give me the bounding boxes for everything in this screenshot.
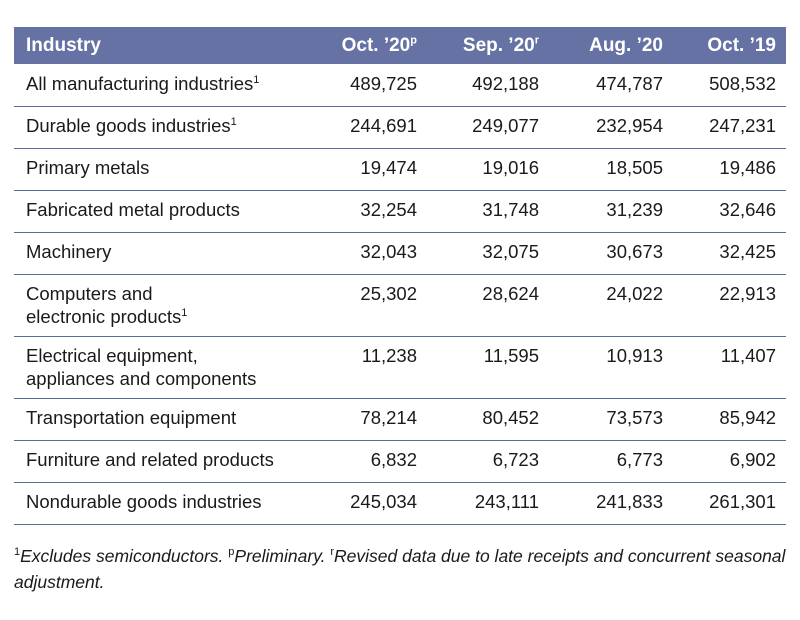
manufacturing-table: Industry Oct. ’20p Sep. ’20r Aug. ’20 Oc… [14, 27, 786, 525]
value-cell: 489,725 [319, 64, 427, 107]
value-cell: 6,832 [319, 440, 427, 483]
value-cell: 508,532 [673, 64, 786, 107]
value-cell: 30,673 [549, 232, 673, 275]
data-table-container: Industry Oct. ’20p Sep. ’20r Aug. ’20 Oc… [14, 27, 786, 525]
footnote-text: Excludes semiconductors. [20, 546, 229, 566]
header-oct-19: Oct. ’19 [673, 27, 786, 64]
header-label: Sep. ’20 [462, 34, 535, 56]
header-label: Oct. ’19 [707, 34, 776, 56]
industry-name: Electrical equipment, [26, 344, 198, 366]
footnote-sup: r [330, 546, 335, 559]
industry-cell: Durable goods industries1 [14, 106, 319, 149]
industry-cell: Electrical equipment, appliances and comp… [14, 336, 319, 399]
value-cell: 73,573 [549, 398, 673, 441]
industry-name: All manufacturing industries [26, 73, 254, 94]
value-cell: 32,254 [319, 190, 427, 233]
footnote: 1Excludes semiconductors. pPreliminary. … [14, 543, 786, 595]
value-cell: 32,043 [319, 232, 427, 275]
industry-cell: Computers and electronic products1 [14, 274, 319, 337]
footnote-marker: 1 [230, 115, 237, 128]
value-cell: 19,016 [427, 148, 549, 191]
value-cell: 11,407 [673, 336, 786, 399]
industry-name: Durable goods industries [26, 114, 231, 136]
industry-cell: Furniture and related products [14, 440, 319, 483]
table-row: Electrical equipment, appliances and comp… [14, 336, 786, 399]
value-cell: 31,748 [427, 190, 549, 233]
value-cell: 80,452 [427, 398, 549, 441]
footnote-sup: 1 [14, 546, 21, 559]
table-row: Furniture and related products 6,832 6,723… [14, 440, 786, 483]
header-sup: p [410, 34, 417, 47]
value-cell: 22,913 [673, 274, 786, 337]
value-cell: 32,075 [427, 232, 549, 275]
industry-name: Machinery [26, 240, 112, 262]
value-cell: 244,691 [319, 106, 427, 149]
value-cell: 32,425 [673, 232, 786, 275]
industry-cell: Nondurable goods industries [14, 482, 319, 525]
value-cell: 28,624 [427, 274, 549, 337]
value-cell: 19,474 [319, 148, 427, 191]
value-cell: 6,902 [673, 440, 786, 483]
table-row: Primary metals 19,474 19,016 18,505 19,486 [14, 148, 786, 191]
industry-cell: All manufacturing industries1 [14, 64, 319, 107]
header-oct-20: Oct. ’20p [319, 27, 427, 64]
value-cell: 243,111 [427, 482, 549, 525]
value-cell: 241,833 [549, 482, 673, 525]
header-aug-20: Aug. ’20 [549, 27, 673, 64]
header-industry: Industry [26, 34, 101, 56]
industry-name: Furniture and related products [26, 448, 274, 470]
table-row: Nondurable goods industries 245,034 243,11… [14, 482, 786, 525]
industry-name: Transportation equipment [26, 406, 237, 428]
table-row: Machinery 32,043 32,075 30,673 32,425 [14, 232, 786, 275]
value-cell: 245,034 [319, 482, 427, 525]
value-cell: 32,646 [673, 190, 786, 233]
footnote-marker: 1 [181, 306, 188, 319]
industry-name: Nondurable goods industries [26, 490, 262, 512]
header-label: Oct. ’20 [341, 34, 411, 56]
industry-cell: Fabricated metal products [14, 190, 319, 233]
value-cell: 78,214 [319, 398, 427, 441]
footnote-text: Revised data due to late receipts and co… [14, 546, 786, 592]
table-body: All manufacturing industries1 489,725 492,… [14, 64, 786, 525]
table-header: Industry Oct. ’20p Sep. ’20r Aug. ’20 Oc… [14, 27, 786, 64]
table-row: Durable goods industries1 244,691 249,077 2… [14, 106, 786, 149]
industry-name-line2: electronic products [26, 305, 182, 327]
industry-cell: Machinery [14, 232, 319, 275]
value-cell: 25,302 [319, 274, 427, 337]
value-cell: 232,954 [549, 106, 673, 149]
value-cell: 31,239 [549, 190, 673, 233]
header-row: Industry Oct. ’20p Sep. ’20r Aug. ’20 Oc… [14, 27, 786, 64]
industry-name: Fabricated metal products [26, 198, 240, 220]
value-cell: 11,238 [319, 336, 427, 399]
footnote-sup: p [228, 546, 235, 559]
value-cell: 10,913 [549, 336, 673, 399]
footnote-text: Preliminary. [234, 546, 331, 566]
footnote-marker: 1 [253, 73, 260, 86]
industry-name-line2: appliances and components [26, 367, 257, 389]
value-cell: 249,077 [427, 106, 549, 149]
value-cell: 6,723 [427, 440, 549, 483]
header-label: Aug. ’20 [589, 34, 663, 56]
header-sup: r [534, 34, 539, 47]
table-row: Fabricated metal products 32,254 31,748 31,… [14, 190, 786, 233]
value-cell: 6,773 [549, 440, 673, 483]
value-cell: 18,505 [549, 148, 673, 191]
value-cell: 247,231 [673, 106, 786, 149]
industry-cell: Primary metals [14, 148, 319, 191]
value-cell: 261,301 [673, 482, 786, 525]
value-cell: 24,022 [549, 274, 673, 337]
industry-cell: Transportation equipment [14, 398, 319, 441]
value-cell: 474,787 [549, 64, 673, 107]
value-cell: 492,188 [427, 64, 549, 107]
value-cell: 11,595 [427, 336, 549, 399]
table-row: Computers and electronic products1 25,302 2… [14, 274, 786, 337]
value-cell: 85,942 [673, 398, 786, 441]
value-cell: 19,486 [673, 148, 786, 191]
table-row: All manufacturing industries1 489,725 492,… [14, 64, 786, 107]
industry-name: Computers and [26, 282, 153, 304]
header-sep-20: Sep. ’20r [427, 27, 549, 64]
table-row: Transportation equipment 78,214 80,452 73,5… [14, 398, 786, 441]
industry-name: Primary metals [26, 156, 150, 178]
